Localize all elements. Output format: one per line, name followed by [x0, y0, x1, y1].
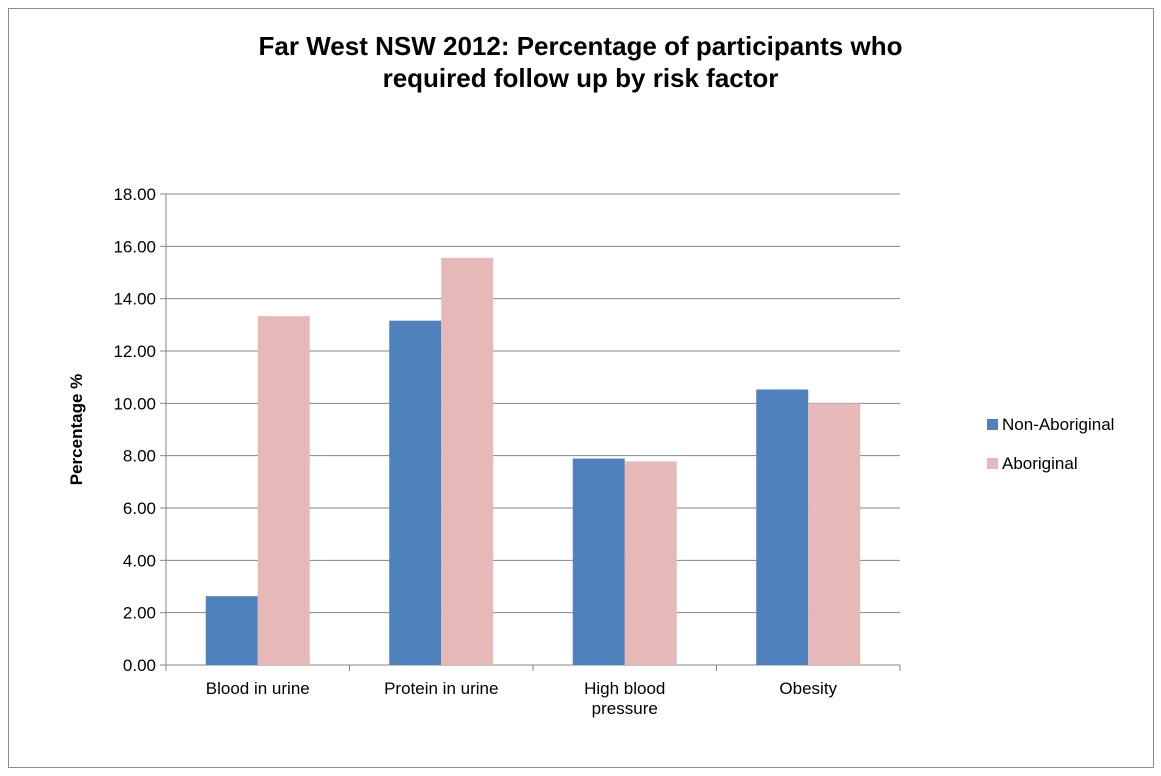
bar-non-aboriginal [572, 458, 625, 665]
y-tick-label: 16.00 [113, 237, 156, 256]
chart-title-line-2: required follow up by risk factor [382, 63, 779, 93]
bar-non-aboriginal [756, 389, 809, 665]
y-tick-label: 18.00 [113, 185, 156, 204]
x-tick-label: Obesity [779, 679, 837, 698]
legend-swatch [987, 419, 998, 430]
x-tick-label: Protein in urine [384, 679, 498, 698]
y-tick-label: 0.00 [123, 656, 156, 675]
x-tick-label: pressure [592, 699, 658, 718]
legend-label: Aboriginal [1002, 454, 1078, 473]
y-tick-label: 4.00 [123, 551, 156, 570]
y-tick-label: 6.00 [123, 499, 156, 518]
y-tick-label: 12.00 [113, 342, 156, 361]
bar-non-aboriginal [205, 596, 258, 665]
bar-aboriginal [257, 316, 310, 665]
legend-swatch [987, 458, 998, 469]
bar-aboriginal [624, 461, 677, 665]
y-tick-label: 8.00 [123, 447, 156, 466]
bar-non-aboriginal [389, 320, 442, 665]
x-tick-label: High blood [584, 679, 665, 698]
legend-label: Non-Aboriginal [1002, 415, 1114, 434]
y-tick-label: 10.00 [113, 394, 156, 413]
bar-aboriginal [441, 257, 494, 665]
chart-title: Far West NSW 2012: Percentage of partici… [0, 30, 1161, 94]
y-tick-label: 2.00 [123, 604, 156, 623]
chart-title-line-1: Far West NSW 2012: Percentage of partici… [258, 31, 903, 61]
y-tick-label: 14.00 [113, 290, 156, 309]
bar-aboriginal [808, 403, 861, 665]
y-axis-label: Percentage % [67, 374, 86, 486]
x-tick-label: Blood in urine [206, 679, 310, 698]
